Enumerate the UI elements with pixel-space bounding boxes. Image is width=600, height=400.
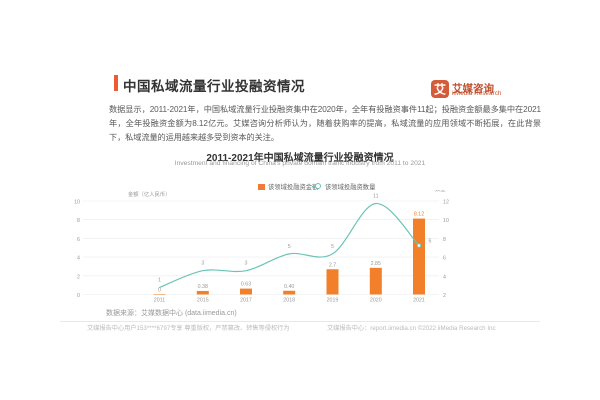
svg-text:6: 6 <box>429 239 432 245</box>
svg-text:4: 4 <box>77 256 80 262</box>
svg-text:2: 2 <box>443 293 446 299</box>
svg-text:2018: 2018 <box>283 298 295 304</box>
svg-text:2021: 2021 <box>413 298 425 304</box>
svg-text:2020: 2020 <box>370 298 382 304</box>
svg-text:数量: 数量 <box>435 190 446 193</box>
svg-text:8: 8 <box>443 237 446 243</box>
svg-text:3: 3 <box>201 261 204 267</box>
svg-text:5: 5 <box>331 244 334 250</box>
svg-text:10: 10 <box>74 200 80 206</box>
svg-text:8: 8 <box>77 218 80 224</box>
svg-text:2: 2 <box>77 274 80 280</box>
svg-text:0.40: 0.40 <box>284 284 294 290</box>
svg-text:2.85: 2.85 <box>371 261 381 267</box>
svg-text:2.7: 2.7 <box>329 262 336 268</box>
svg-text:0: 0 <box>77 293 80 299</box>
svg-text:8.12: 8.12 <box>414 212 424 218</box>
svg-text:6: 6 <box>77 237 80 243</box>
svg-text:12: 12 <box>443 200 449 206</box>
svg-text:2017: 2017 <box>240 298 252 304</box>
svg-text:3: 3 <box>245 261 248 267</box>
svg-text:2015: 2015 <box>197 298 209 304</box>
svg-text:1: 1 <box>158 278 161 284</box>
svg-text:金额（亿人民币）: 金额（亿人民币） <box>128 190 170 198</box>
svg-text:2011: 2011 <box>154 298 165 304</box>
svg-text:4: 4 <box>443 274 446 280</box>
svg-text:艾: 艾 <box>434 82 446 97</box>
svg-text:0.63: 0.63 <box>241 282 251 288</box>
svg-text:0.38: 0.38 <box>198 284 208 290</box>
svg-text:10: 10 <box>443 218 449 224</box>
svg-text:5: 5 <box>288 244 291 250</box>
svg-text:0: 0 <box>158 288 161 294</box>
svg-text:6: 6 <box>443 256 446 262</box>
svg-text:11: 11 <box>373 194 379 200</box>
svg-text:2019: 2019 <box>327 298 339 304</box>
